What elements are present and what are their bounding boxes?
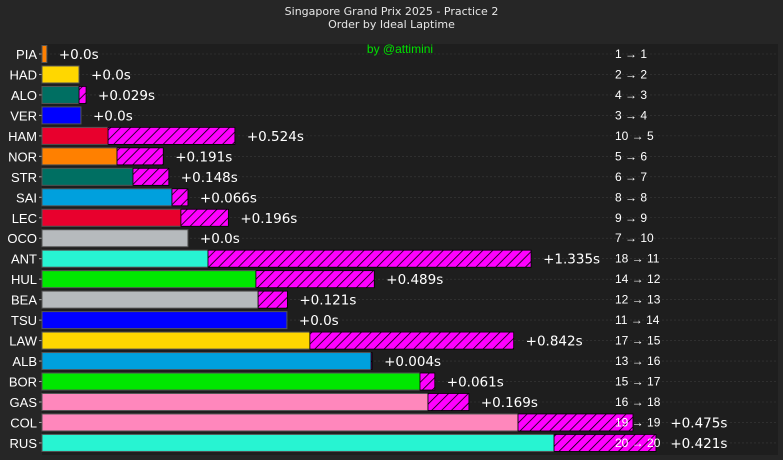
delta-label: +0.196s [240,211,297,227]
delta-label: +0.524s [247,129,304,145]
driver-label-lec: LEC [12,211,37,226]
delta-bar-rus [553,434,657,452]
driver-label-hul: HUL [11,272,37,287]
delta-label: +0.0s [91,67,131,83]
delta-bar-ant [207,249,532,268]
delta-bar-lec [180,208,229,227]
delta-label: +0.0s [200,231,240,247]
base-bar-str [41,167,134,186]
delta-label: +0.0s [93,108,133,124]
order-change: 17 → 15 [615,334,661,348]
base-bar-bor [41,372,421,391]
driver-label-law: LAW [9,334,37,349]
delta-bar-gas [427,393,470,411]
base-bar-gas [41,392,429,411]
order-change: 1 → 1 [615,47,647,61]
driver-label-had: HAD [10,67,37,82]
driver-label-col: COL [10,415,37,430]
base-bar-ant [41,249,209,268]
order-change: 8 → 8 [615,190,647,204]
base-bar-nor [41,147,118,166]
delta-bar-nor [116,147,164,166]
driver-label-bea: BEA [11,293,37,308]
delta-label: +0.421s [670,436,727,452]
driver-label-sai: SAI [16,190,37,205]
base-bar-law [41,331,311,350]
delta-bar-alo [78,86,87,104]
base-bar-alo [41,85,80,104]
driver-label-ver: VER [10,108,37,123]
order-change: 2 → 2 [615,67,647,81]
base-bar-pia [41,45,48,63]
order-change: 3 → 4 [615,108,647,122]
delta-label: +1.335s [543,252,600,268]
delta-label: +0.169s [481,395,538,411]
delta-label: +0.489s [386,272,443,288]
base-bar-had [41,65,80,84]
delta-bar-col [517,413,634,432]
delta-label: +0.842s [526,334,583,350]
driver-label-rus: RUS [10,436,38,451]
base-bar-hul [41,270,257,289]
driver-label-pia: PIA [16,47,37,62]
driver-label-gas: GAS [10,395,38,410]
base-bar-alb [41,352,372,371]
delta-label: +0.191s [175,149,232,165]
order-change: 10 → 5 [615,129,654,143]
order-change: 9 → 9 [615,211,647,225]
driver-label-oco: OCO [7,231,37,246]
delta-bar-sai [171,188,189,207]
delta-bar-bor [419,372,436,391]
delta-label: +0.004s [384,354,441,370]
order-change: 4 → 3 [615,88,647,102]
order-change: 5 → 6 [615,149,647,163]
driver-label-str: STR [11,170,37,185]
order-change: 13 → 16 [615,354,661,368]
driver-label-ham: HAM [8,129,37,144]
base-bar-tsu [41,311,288,330]
delta-bar-ham [107,126,236,145]
delta-label: +0.0s [59,47,99,63]
order-change: 18 → 11 [615,252,660,266]
delta-label: +0.121s [299,293,356,309]
delta-label: +0.029s [98,88,155,104]
chart-title: Singapore Grand Prix 2025 - Practice 2 [284,5,499,18]
driver-label-alb: ALB [12,354,37,369]
driver-label-alo: ALO [11,88,37,103]
delta-bar-str [132,167,170,186]
delta-bar-hul [255,270,375,289]
chart-subtitle: Order by Ideal Laptime [328,18,455,31]
delta-label: +0.066s [200,190,257,206]
base-bar-lec [41,208,182,227]
driver-label-tsu: TSU [11,313,37,328]
order-change: 7 → 10 [615,231,654,245]
driver-label-nor: NOR [8,149,37,164]
delta-label: +0.061s [447,375,504,391]
base-bar-ver [41,106,82,125]
base-bar-ham [41,126,109,145]
base-bar-oco [41,229,189,248]
delta-bar-law [309,331,515,350]
driver-label-ant: ANT [11,252,37,267]
delta-bar-bea [257,290,288,309]
base-bar-sai [41,188,173,207]
order-change: 11 → 14 [615,313,660,327]
delta-label: +0.148s [181,170,238,186]
order-change: 14 → 12 [615,272,661,286]
delta-bar-alb [370,352,373,370]
delta-label: +0.0s [299,313,339,329]
order-change: 12 → 13 [615,293,661,307]
order-change: 16 → 18 [615,395,661,409]
order-change: 15 → 17 [615,375,661,389]
driver-label-bor: BOR [9,375,37,390]
order-change: 6 → 7 [615,170,647,184]
order-change: 19 → 19 [615,415,661,429]
base-bar-bea [41,290,259,309]
base-bar-col [41,413,519,432]
base-bar-rus [41,433,555,452]
annotation: by @attimini [367,42,433,56]
delta-label: +0.475s [670,415,727,431]
order-change: 20 → 20 [615,436,661,450]
